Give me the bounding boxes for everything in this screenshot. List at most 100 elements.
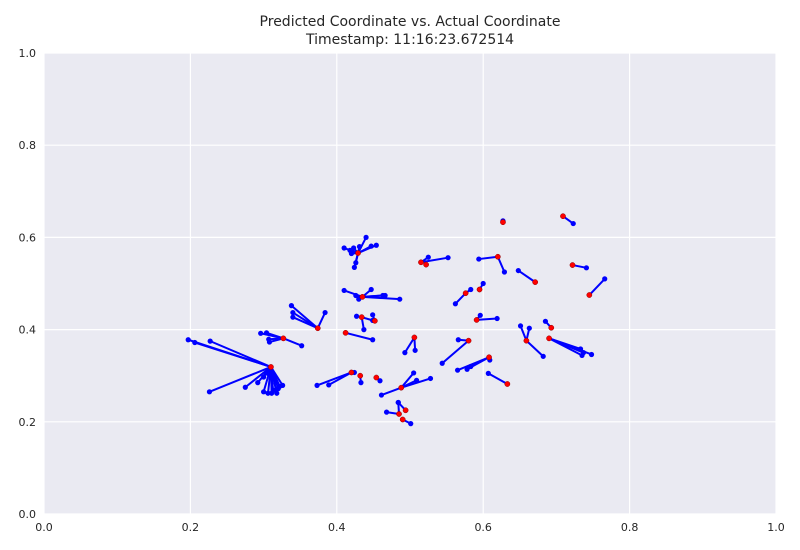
actual-point [504,381,511,387]
predicted-point [583,265,590,271]
predicted-point [439,360,445,366]
predicted-point [454,367,461,373]
predicted-point [501,269,508,275]
predicted-point [455,337,461,343]
y-tick-label: 0.4 [19,324,37,337]
actual-point [586,292,593,298]
connector-line [441,339,470,365]
predicted-point [464,366,470,372]
data-points [185,213,608,427]
predicted-point [397,296,403,302]
x-tick-label: 1.0 [767,521,785,534]
connector-line [478,255,498,261]
predicted-point [468,286,474,293]
predicted-point [358,380,364,386]
actual-point [418,259,424,266]
connector-line [209,366,272,393]
predicted-point [351,264,357,270]
actual-point [358,314,365,321]
actual-point [268,364,274,370]
predicted-point [356,244,363,250]
grid-lines [43,52,777,515]
predicted-point [517,323,524,329]
actual-point [423,261,429,268]
predicted-point [412,347,418,353]
x-tick-label: 0.2 [182,521,200,534]
predicted-point [382,292,388,299]
actual-point [569,262,576,268]
predicted-point [361,327,367,333]
connector-line [420,256,449,264]
predicted-point [408,421,414,427]
predicted-point [265,370,271,376]
x-tick-label: 0.4 [328,521,346,534]
predicted-point [314,382,320,388]
predicted-point [192,339,198,346]
predicted-point [255,380,261,386]
actual-point [476,286,483,293]
predicted-point [427,375,434,382]
actual-point [494,253,501,260]
y-tick-label: 0.6 [19,231,37,244]
connector-line [548,337,583,357]
actual-point [548,324,555,331]
connector-line [404,336,416,354]
predicted-point [261,374,267,380]
connector-line [292,316,319,330]
connector-line [357,236,367,254]
chart-title: Predicted Coordinate vs. Actual Coordina… [260,14,561,30]
y-tick-label: 0.2 [19,416,37,429]
actual-point [411,334,418,341]
predicted-point [485,370,491,376]
predicted-point [445,255,451,261]
plot-area [44,53,776,514]
connector-line [476,317,498,321]
predicted-point [602,276,608,282]
connector-line [487,372,508,385]
actual-point [357,372,364,379]
predicted-point [494,315,500,322]
y-tick-label: 0.8 [19,139,37,152]
actual-point [398,384,405,391]
predicted-point [477,312,483,318]
predicted-point [368,286,374,293]
predicted-point [353,260,359,266]
actual-point [546,335,552,342]
predicted-point [570,220,576,227]
connector-line [517,269,536,283]
predicted-point [348,250,355,257]
predicted-point [263,330,270,336]
connector-line [588,278,606,296]
connector-line [328,371,352,386]
predicted-point [370,337,376,343]
chart-subtitle: Timestamp: 11:16:23.672514 [305,32,514,48]
actual-point [473,317,480,323]
connector-line [266,331,284,340]
predicted-point [588,351,595,358]
predicted-point [341,245,347,251]
predicted-point [378,392,385,398]
x-tick-label: 0.6 [474,521,492,534]
predicted-point [395,399,401,406]
actual-point [280,335,287,342]
actual-point [399,416,406,423]
predicted-point [413,377,420,383]
actual-point [348,369,355,376]
predicted-point [476,256,482,262]
actual-point [560,213,566,220]
predicted-point [540,353,546,359]
connector-line [400,372,415,389]
x-axis-ticks: 0.0 0.2 0.4 0.6 0.8 1.0 [35,521,785,534]
predicted-point [206,389,213,395]
predicted-point [299,343,305,349]
x-tick-label: 0.0 [35,521,53,534]
x-tick-label: 0.8 [621,521,639,534]
actual-point [342,329,349,336]
actual-point [372,317,378,324]
actual-point [523,337,530,344]
connector-line [316,312,326,329]
actual-point [500,219,506,226]
predicted-point [368,243,374,249]
predicted-point [261,389,267,395]
